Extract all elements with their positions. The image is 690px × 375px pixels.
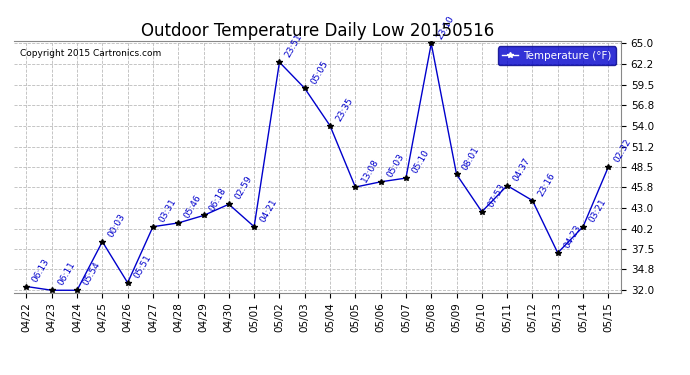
Text: 23:16: 23:16 bbox=[537, 171, 558, 198]
Text: 06:13: 06:13 bbox=[30, 257, 51, 284]
Text: 04:21: 04:21 bbox=[258, 197, 279, 224]
Text: 05:05: 05:05 bbox=[309, 58, 330, 86]
Text: 05:03: 05:03 bbox=[385, 152, 406, 179]
Text: 02:32: 02:32 bbox=[613, 137, 633, 164]
Title: Outdoor Temperature Daily Low 20150516: Outdoor Temperature Daily Low 20150516 bbox=[141, 22, 494, 40]
Text: 00:03: 00:03 bbox=[106, 212, 127, 239]
Text: 05:54: 05:54 bbox=[81, 261, 102, 288]
Text: 05:46: 05:46 bbox=[182, 194, 203, 220]
Text: 23:51: 23:51 bbox=[284, 33, 304, 59]
Text: 06:11: 06:11 bbox=[56, 261, 77, 288]
Text: 23:35: 23:35 bbox=[334, 96, 355, 123]
Text: 23:10: 23:10 bbox=[435, 14, 456, 41]
Legend: Temperature (°F): Temperature (°F) bbox=[498, 46, 615, 65]
Text: 04:23: 04:23 bbox=[562, 224, 582, 250]
Text: 13:08: 13:08 bbox=[359, 158, 380, 184]
Text: Copyright 2015 Cartronics.com: Copyright 2015 Cartronics.com bbox=[20, 49, 161, 58]
Text: 02:59: 02:59 bbox=[233, 175, 254, 201]
Text: 08:01: 08:01 bbox=[461, 145, 482, 172]
Text: 03:21: 03:21 bbox=[587, 197, 608, 224]
Text: 04:37: 04:37 bbox=[511, 156, 532, 183]
Text: 05:51: 05:51 bbox=[132, 253, 152, 280]
Text: 06:18: 06:18 bbox=[208, 186, 228, 213]
Text: 07:53: 07:53 bbox=[486, 182, 506, 209]
Text: 03:31: 03:31 bbox=[157, 197, 178, 224]
Text: 05:10: 05:10 bbox=[410, 148, 431, 176]
